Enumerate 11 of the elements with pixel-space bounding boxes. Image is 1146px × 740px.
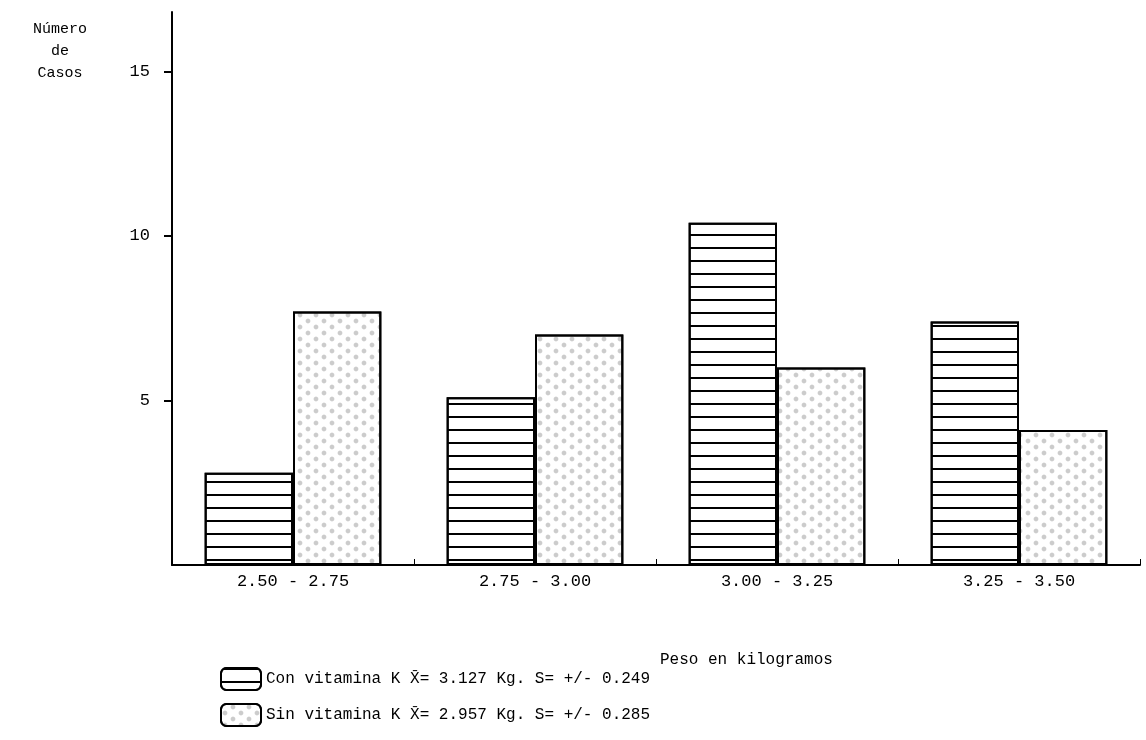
legend-label: Con vitamina K X̄= 3.127 Kg. S= +/- 0.249	[266, 670, 651, 688]
x-tick-label: 3.00 - 3.25	[720, 572, 834, 591]
x-tick-label: 2.75 - 3.00	[478, 572, 592, 591]
y-tick-label: 15	[129, 61, 150, 81]
y-tick-label: 10	[129, 226, 150, 246]
y-axis-title: Número de Casos	[32, 20, 88, 82]
y-tick-label: 5	[139, 390, 150, 410]
x-tick-label: 2.50 - 2.75	[236, 572, 350, 591]
x-axis-title: Peso en kilogramos	[660, 651, 833, 669]
x-tick-label: 3.25 - 3.50	[962, 572, 1076, 591]
legend-label: Sin vitamina K X̄= 2.957 Kg. S= +/- 0.285	[266, 706, 651, 724]
